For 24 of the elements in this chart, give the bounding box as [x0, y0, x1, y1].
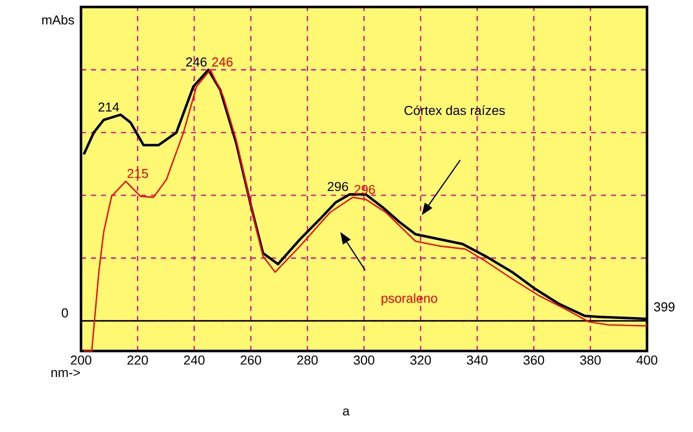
x-axis-title: nm-> — [51, 369, 80, 377]
text: a — [342, 408, 350, 416]
annotation: 214 — [98, 102, 120, 112]
x-tick-label: 300 — [354, 356, 374, 365]
x-tick-label: 340 — [466, 356, 488, 365]
annotation: 246 — [186, 57, 207, 67]
annotation: 296 — [354, 184, 375, 194]
text: Córtex das raízes — [404, 105, 505, 116]
x-tick-label: 400 — [636, 356, 658, 365]
y-axis-title: mAbs — [42, 14, 74, 24]
annotation: 246 — [212, 57, 233, 67]
text: psoraleno — [382, 293, 438, 306]
x-tick-label: 320 — [410, 356, 431, 365]
x-tick-label: 280 — [297, 356, 318, 365]
x-tick-label: 240 — [184, 356, 205, 365]
x-tick-label: 380 — [580, 356, 601, 365]
text: 0 — [62, 308, 68, 318]
x-tick-label: 260 — [240, 356, 262, 365]
text: 399 — [654, 302, 675, 312]
x-tick-label: 360 — [524, 356, 544, 365]
x-tick-label: 220 — [127, 356, 148, 365]
x-tick-label: 200 — [70, 356, 92, 365]
annotation: 215 — [128, 168, 148, 178]
annotation: 296 — [328, 182, 348, 192]
